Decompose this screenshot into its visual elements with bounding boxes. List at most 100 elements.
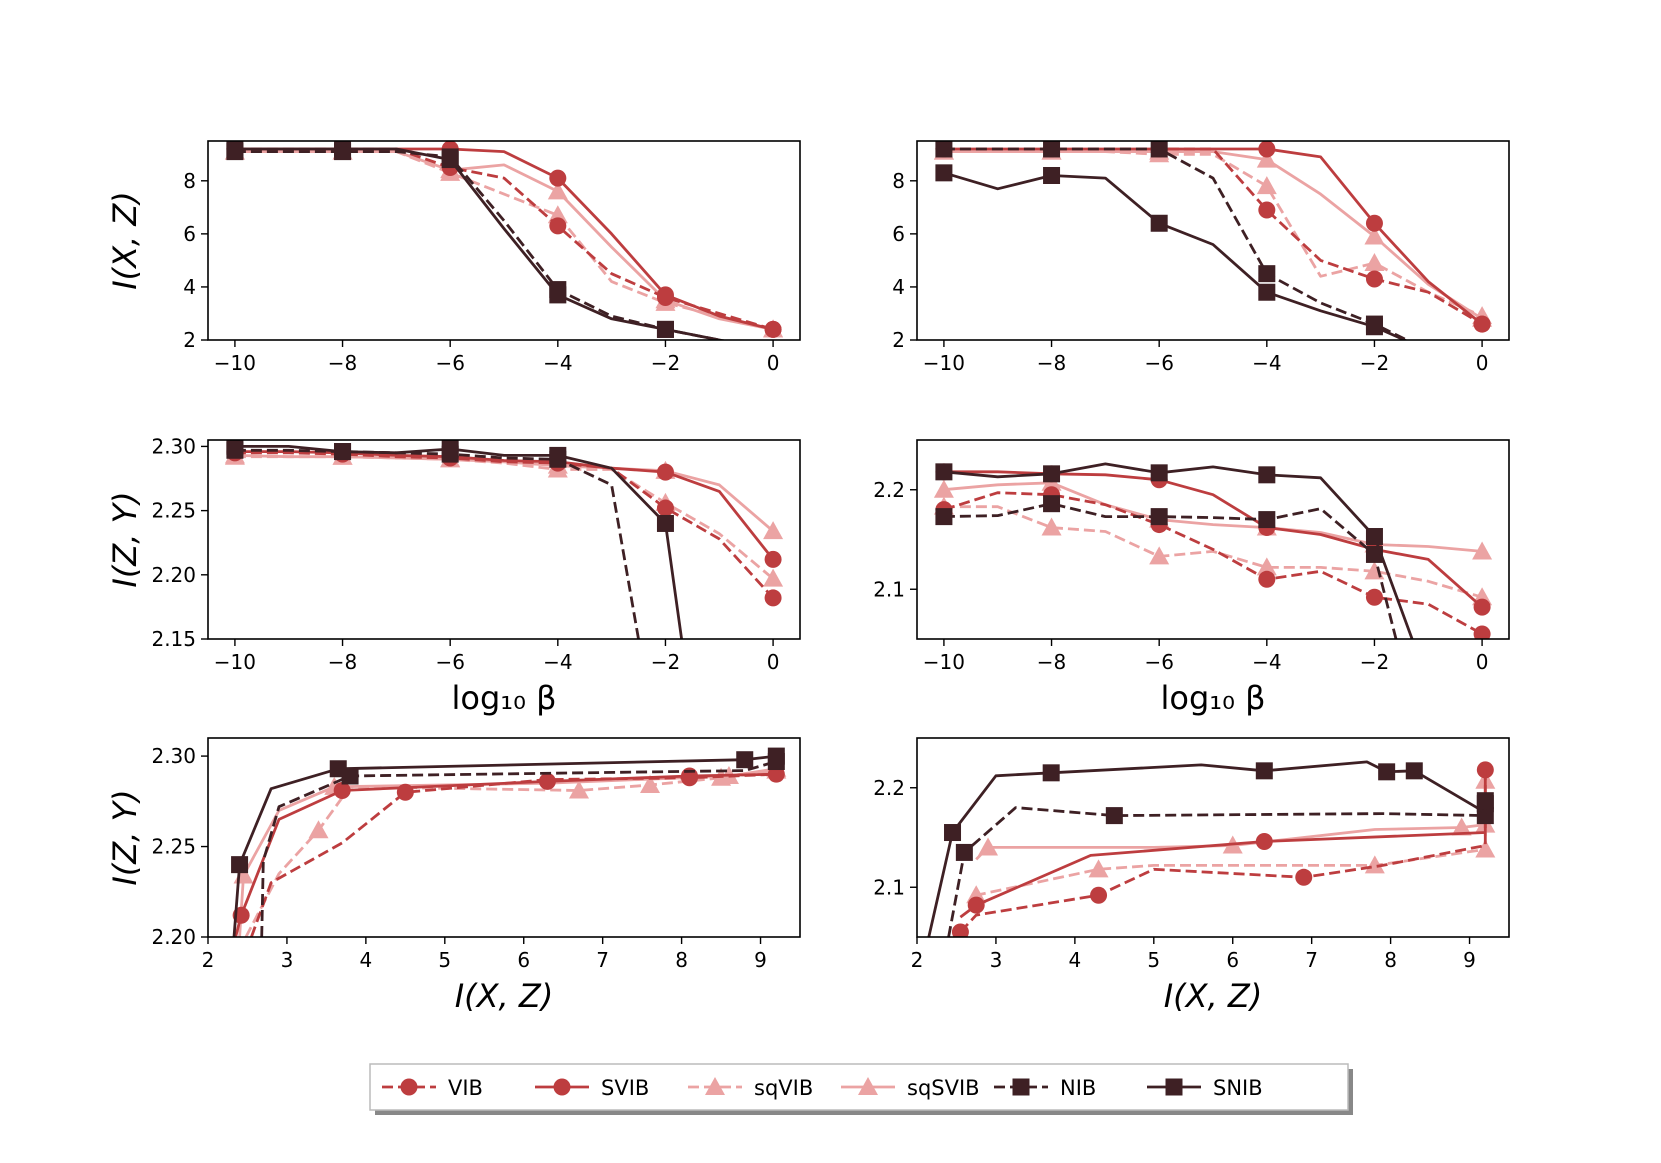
x-tick-label: −6 (1144, 650, 1173, 674)
y-tick-label: 2.20 (151, 925, 196, 949)
data-point-SVIB (1473, 315, 1491, 333)
x-tick-label: 4 (359, 948, 372, 972)
legend-entry-NIB: NIB (994, 1076, 1096, 1100)
chart-panel-row2-left: −10 −8 −6 −4 −2 0 2.15 2.20 2.25 2.30 I(Z, Y) log₁₀… (106, 434, 801, 717)
x-tick-label: −2 (651, 650, 680, 674)
data-point-SVIB (333, 781, 351, 799)
y-tick-label: 2.30 (151, 744, 196, 768)
legend-entry-sqVIB: sqVIB (688, 1076, 813, 1100)
data-point-VIB (951, 923, 969, 937)
x-tick-label: 7 (1305, 948, 1318, 972)
data-point-SNIB (935, 164, 953, 182)
data-point-SVIB (656, 286, 674, 304)
x-tick-label: 8 (1384, 948, 1397, 972)
data-point-SNIB (1258, 466, 1276, 484)
data-point-VIB (1365, 270, 1383, 288)
legend-entry-SVIB: SVIB (535, 1076, 649, 1100)
x-tick-label: −6 (1144, 351, 1173, 375)
data-point-sqVIB (547, 205, 568, 224)
data-point-sqVIB (1256, 176, 1277, 195)
x-tick-label: −2 (651, 351, 680, 375)
data-point-sqVIB (308, 820, 329, 839)
data-point-sqSVIB (933, 479, 954, 498)
x-tick-label: −8 (1037, 650, 1066, 674)
data-point-SVIB (538, 772, 556, 790)
data-point-sqVIB (1041, 517, 1062, 536)
x-tick-label: 6 (1226, 948, 1239, 972)
data-point-SNIB (441, 440, 459, 458)
legend-entry-SNIB: SNIB (1147, 1076, 1263, 1100)
y-axis-label: I(Z, Y) (106, 789, 144, 885)
plot-area (231, 747, 787, 937)
data-point-SNIB (329, 760, 347, 778)
data-point-SVIB (1473, 598, 1491, 616)
x-tick-label: −8 (328, 351, 357, 375)
plot-area (224, 440, 784, 639)
data-point-NIB (1105, 807, 1123, 825)
x-tick-label: −4 (543, 650, 572, 674)
series-line-sqSVIB (238, 767, 777, 937)
chart-panel-row1-right: −10 −8 −6 −4 −2 0 2 4 6 8 (892, 140, 1510, 375)
x-axis-label: log₁₀ β (451, 679, 556, 717)
data-point-SNIB (935, 463, 953, 481)
x-tick-label: 9 (1463, 948, 1476, 972)
series-line-VIB (234, 147, 774, 331)
data-point-NIB (1043, 495, 1061, 513)
data-point-VIB (1090, 886, 1108, 904)
data-point-sqSVIB (1364, 226, 1385, 245)
data-point-SNIB (226, 141, 244, 158)
axes-frame (916, 439, 1510, 640)
y-tick-label: 2.15 (151, 627, 196, 651)
y-tick-label: 2.1 (873, 875, 905, 899)
series-line-VIB (250, 772, 777, 937)
series-line-SVIB (234, 772, 777, 937)
legend-entry-sqSVIB: sqSVIB (841, 1076, 980, 1100)
series-line-NIB (260, 760, 777, 937)
legend-entry-VIB: VIB (382, 1076, 483, 1100)
series-line-VIB (943, 147, 1483, 326)
data-point-sqVIB (1149, 546, 1170, 565)
series-line-VIB (943, 491, 1483, 636)
x-tick-label: 0 (1476, 650, 1489, 674)
y-tick-label: 2.1 (873, 577, 905, 601)
y-tick-label: 8 (892, 169, 905, 193)
y-tick-label: 2.30 (151, 434, 196, 458)
series-line-SVIB (959, 769, 1487, 919)
data-point-SNIB (1365, 528, 1383, 546)
data-point-NIB (1258, 511, 1276, 529)
x-tick-label: 0 (1476, 351, 1489, 375)
y-tick-label: 2.20 (151, 563, 196, 587)
data-point-SNIB (1405, 762, 1423, 780)
data-point-VIB (549, 217, 567, 235)
x-tick-label: 2 (911, 948, 924, 972)
x-tick-label: 0 (767, 351, 780, 375)
data-point-SNIB (736, 751, 754, 769)
data-point-VIB (1473, 625, 1491, 639)
x-tick-label: 2 (202, 948, 215, 972)
y-tick-label: 2.25 (151, 499, 196, 523)
series-line-SVIB (943, 147, 1483, 326)
legend-label: sqVIB (754, 1076, 813, 1100)
data-point-NIB (935, 141, 953, 158)
axes-frame (207, 140, 801, 341)
data-point-NIB (935, 508, 953, 526)
legend-label: SNIB (1213, 1076, 1263, 1100)
x-tick-label: 3 (281, 948, 294, 972)
data-point-NIB (1258, 265, 1276, 283)
data-point-sqVIB (1364, 253, 1385, 272)
y-tick-label: 2.2 (873, 776, 905, 800)
data-point-SVIB (1365, 214, 1383, 232)
data-point-sqVIB (1475, 839, 1496, 858)
legend-marker-sqVIB (705, 1077, 725, 1095)
data-point-sqSVIB (978, 837, 999, 856)
data-point-SNIB (1150, 214, 1168, 232)
series-line-SNIB (234, 444, 683, 639)
data-point-SNIB (1255, 762, 1273, 780)
x-tick-label: 9 (754, 948, 767, 972)
data-point-SNIB (1043, 465, 1061, 483)
axes-frame (916, 737, 1510, 938)
series-line-sqVIB (244, 769, 777, 937)
x-tick-label: 5 (438, 948, 451, 972)
data-point-SNIB (1476, 792, 1494, 810)
